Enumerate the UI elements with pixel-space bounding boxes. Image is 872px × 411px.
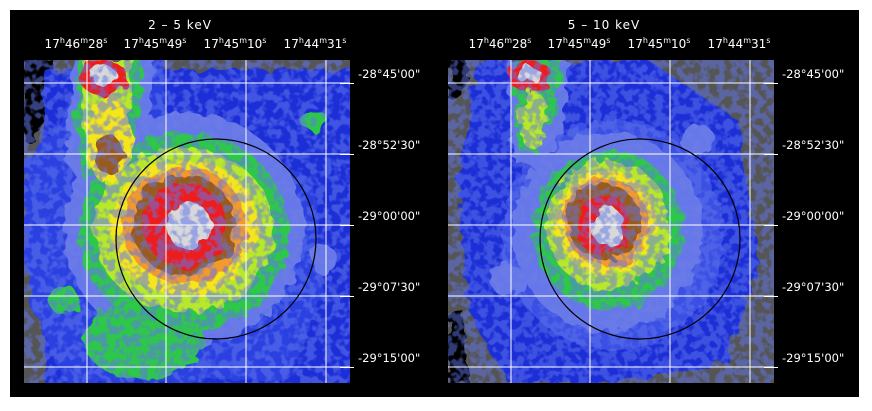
dec-tick [340,296,354,297]
dec-label: -29°07'30" [782,280,845,294]
dec-tick [764,154,778,155]
dec-label: -29°15'00" [358,351,421,365]
coordinate-grid [24,60,350,383]
ra-label: 17h45m10s [627,36,691,51]
dec-tick [764,296,778,297]
figure: 2 – 5 keV 17h46m28s 17h45m49s 17h45m10s … [10,10,859,397]
dec-label: -29°00'00" [358,209,421,223]
dec-tick [340,83,354,84]
dec-tick [340,225,354,226]
panel-5-10-kev: 5 – 10 keV 17h46m28s 17h45m49s 17h45m10s… [434,10,854,397]
ra-label: 17h44m31s [707,36,771,51]
intensity-image [448,60,774,383]
panel-2-5-kev: 2 – 5 keV 17h46m28s 17h45m49s 17h45m10s … [10,10,430,397]
panel-title: 5 – 10 keV [567,18,641,32]
coordinate-grid [448,60,774,383]
dec-tick [340,367,354,368]
extraction-circle [539,138,741,340]
extraction-circle [115,138,317,340]
panel-title: 2 – 5 keV [148,18,212,32]
dec-label: -28°52'30" [358,138,421,152]
dec-tick [764,83,778,84]
ra-label: 17h46m28s [44,36,108,51]
intensity-image [24,60,350,383]
ra-label: 17h45m49s [123,36,187,51]
dec-label: -28°45'00" [358,67,421,81]
ra-label: 17h45m10s [203,36,267,51]
ra-label: 17h45m49s [547,36,611,51]
xray-intensity-map [24,60,350,383]
dec-tick [340,154,354,155]
ra-label: 17h44m31s [283,36,347,51]
dec-label: -28°45'00" [782,67,845,81]
dec-label: -29°07'30" [358,280,421,294]
dec-label: -29°00'00" [782,209,845,223]
xray-intensity-map [448,60,774,383]
dec-label: -29°15'00" [782,351,845,365]
dec-label: -28°52'30" [782,138,845,152]
ra-label: 17h46m28s [468,36,532,51]
dec-tick [764,225,778,226]
dec-tick [764,367,778,368]
